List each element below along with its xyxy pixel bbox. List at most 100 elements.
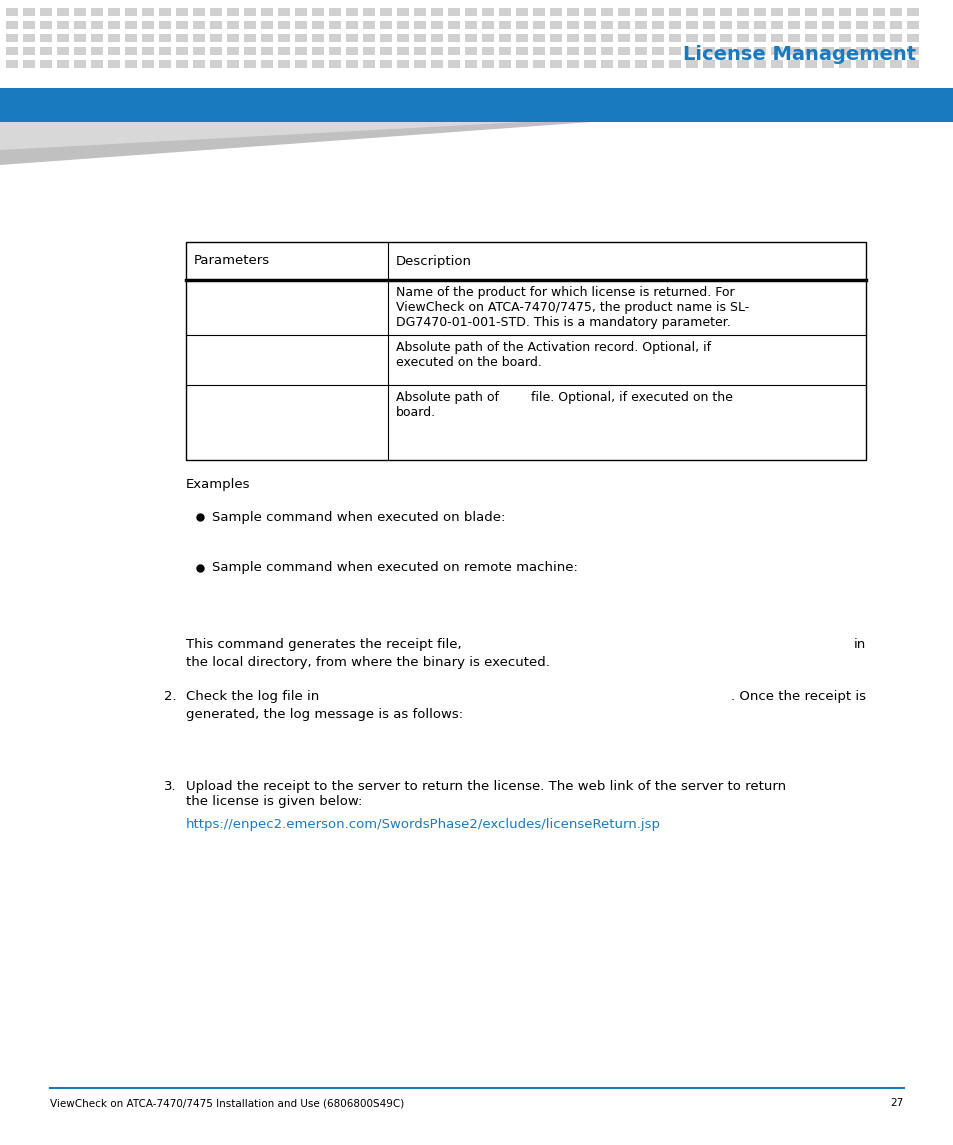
Bar <box>550 34 561 42</box>
Bar <box>872 47 884 55</box>
Bar <box>244 21 255 29</box>
Bar <box>6 34 18 42</box>
Bar <box>40 21 52 29</box>
Bar <box>516 21 527 29</box>
Bar <box>838 8 850 16</box>
Text: Description: Description <box>395 254 472 268</box>
Bar <box>329 34 340 42</box>
Bar <box>6 21 18 29</box>
Bar <box>821 8 833 16</box>
Bar <box>702 8 714 16</box>
Bar <box>651 8 663 16</box>
Bar <box>91 34 103 42</box>
Bar <box>498 21 511 29</box>
Bar <box>855 34 867 42</box>
Bar <box>159 21 171 29</box>
Bar <box>566 8 578 16</box>
Bar <box>6 8 18 16</box>
Bar <box>108 60 120 68</box>
Bar <box>159 60 171 68</box>
Bar <box>396 21 409 29</box>
Text: https://enpec2.emerson.com/SwordsPhase2/excludes/licenseReturn.jsp: https://enpec2.emerson.com/SwordsPhase2/… <box>186 818 660 831</box>
Bar <box>57 8 69 16</box>
Text: in: in <box>853 638 865 652</box>
Bar <box>753 21 765 29</box>
Bar <box>244 34 255 42</box>
Bar <box>294 60 307 68</box>
Bar <box>906 47 918 55</box>
Bar <box>566 21 578 29</box>
Bar <box>702 34 714 42</box>
Bar <box>414 47 426 55</box>
Bar <box>277 34 290 42</box>
Bar <box>186 242 865 460</box>
Bar <box>668 8 680 16</box>
Bar <box>159 34 171 42</box>
Bar <box>294 34 307 42</box>
Text: ViewCheck on ATCA-7470/7475 Installation and Use (6806800S49C): ViewCheck on ATCA-7470/7475 Installation… <box>50 1098 404 1108</box>
Bar <box>312 34 324 42</box>
Bar <box>346 21 357 29</box>
Bar <box>125 34 137 42</box>
Bar <box>855 21 867 29</box>
Text: Examples: Examples <box>186 477 251 491</box>
Bar <box>651 21 663 29</box>
Bar <box>533 21 544 29</box>
Bar <box>600 47 613 55</box>
Bar <box>804 47 816 55</box>
Bar <box>125 60 137 68</box>
Bar <box>906 21 918 29</box>
Bar <box>804 8 816 16</box>
Bar <box>566 47 578 55</box>
Bar <box>346 47 357 55</box>
Bar <box>685 21 698 29</box>
Bar <box>618 47 629 55</box>
Bar <box>346 34 357 42</box>
Bar <box>142 21 153 29</box>
Bar <box>651 47 663 55</box>
Bar <box>396 8 409 16</box>
Text: 27: 27 <box>890 1098 903 1108</box>
Bar <box>566 34 578 42</box>
Bar <box>635 34 646 42</box>
Bar <box>635 47 646 55</box>
Bar <box>618 8 629 16</box>
Bar <box>481 21 494 29</box>
Bar <box>396 34 409 42</box>
Bar <box>431 47 442 55</box>
Text: Parameters: Parameters <box>193 254 270 268</box>
Bar <box>583 8 596 16</box>
Bar <box>193 34 205 42</box>
Bar <box>40 47 52 55</box>
Text: Absolute path of        file. Optional, if executed on the
board.: Absolute path of file. Optional, if exec… <box>395 390 732 419</box>
Bar <box>125 8 137 16</box>
Bar <box>448 47 459 55</box>
Bar <box>312 60 324 68</box>
Bar <box>889 8 901 16</box>
Bar <box>464 47 476 55</box>
Bar <box>838 21 850 29</box>
Bar <box>566 60 578 68</box>
Bar <box>0 88 953 123</box>
Bar <box>57 47 69 55</box>
Bar <box>635 21 646 29</box>
Bar <box>550 47 561 55</box>
Polygon shape <box>0 123 591 165</box>
Bar <box>533 47 544 55</box>
Text: 3.: 3. <box>164 780 176 793</box>
Bar <box>737 34 748 42</box>
Bar <box>210 47 222 55</box>
Bar <box>175 21 188 29</box>
Bar <box>108 21 120 29</box>
Bar <box>855 47 867 55</box>
Bar <box>193 60 205 68</box>
Bar <box>175 34 188 42</box>
Bar <box>821 34 833 42</box>
Bar <box>74 34 86 42</box>
Text: Name of the product for which license is returned. For
ViewCheck on ATCA-7470/74: Name of the product for which license is… <box>395 286 748 329</box>
Bar <box>855 8 867 16</box>
Bar <box>363 47 375 55</box>
Text: Upload the receipt to the server to return the license. The web link of the serv: Upload the receipt to the server to retu… <box>186 780 785 808</box>
Bar <box>379 60 392 68</box>
Bar <box>668 60 680 68</box>
